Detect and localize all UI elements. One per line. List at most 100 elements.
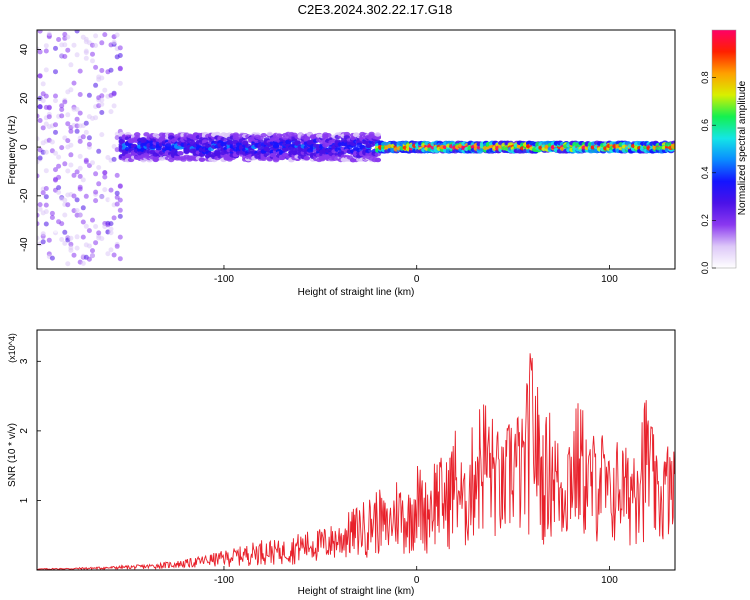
spectrogram-cell	[62, 240, 68, 246]
colorbar-ticks: 0.0 0.2 0.4 0.6 0.8	[700, 71, 716, 274]
spectrogram-cell	[111, 252, 117, 258]
spectrogram-cell	[266, 131, 273, 137]
spectrogram-cell	[65, 261, 71, 267]
spectrogram-cell	[77, 173, 83, 179]
spectrogram-cell	[59, 113, 65, 119]
spectrogram-cell	[93, 240, 99, 246]
spectrogram-cell	[59, 103, 65, 109]
spectrogram-x-ticks: -100 0 100	[214, 265, 618, 285]
spectrogram-cell	[108, 221, 114, 227]
spectrogram-cell	[349, 135, 357, 141]
spectrogram-cell	[117, 80, 123, 86]
spectrogram-cell	[56, 185, 62, 191]
snr-plot-area	[37, 330, 675, 570]
spectrogram-cell	[90, 160, 95, 166]
spectrogram-cell	[59, 237, 65, 242]
spectrogram-cell	[53, 167, 58, 173]
spectrogram-cell	[53, 150, 58, 156]
colorbar: 0.0 0.2 0.4 0.6 0.8 Normalized spectral ampl…	[700, 29, 748, 274]
spectrogram-cell	[62, 54, 68, 59]
colorbar-tick-label: 0.4	[700, 167, 710, 180]
spectrogram-cell	[303, 156, 310, 161]
spectrogram-cell	[214, 131, 221, 137]
spectrogram-cell	[68, 142, 74, 148]
spectrogram-cell	[74, 245, 80, 251]
spectrogram-cell	[102, 174, 108, 180]
spectrogram-cell	[86, 141, 92, 147]
spectrogram-cell	[99, 68, 105, 73]
spectrogram-cell	[65, 47, 71, 53]
spectrogram-cell	[90, 248, 95, 254]
spectrogram-cell	[117, 53, 123, 58]
spectrogram-cell	[117, 207, 123, 213]
spectrogram-cell	[68, 235, 74, 241]
spectrogram-cell	[53, 129, 58, 135]
spectrogram-cell	[74, 106, 80, 112]
spectrogram-cell	[43, 43, 49, 49]
spectrogram-panel: -100 0 100 -40 -20 0 20 40 Height of straight …	[7, 29, 676, 298]
spectrogram-cell	[46, 31, 52, 37]
spectrogram-cell	[62, 229, 68, 235]
spectrogram-cell	[37, 221, 40, 227]
spectrogram-cell	[59, 145, 65, 151]
spectrogram-cell	[62, 161, 68, 167]
spectrogram-cell	[37, 212, 40, 218]
spectrogram-cell	[99, 97, 105, 103]
spectrogram-cell	[65, 168, 71, 174]
spectrogram-cell	[62, 197, 68, 203]
spectrogram-cell	[294, 140, 301, 145]
spectrogram-cell	[99, 30, 105, 34]
spectrogram-cell	[96, 181, 102, 187]
spectrogram-cell	[74, 116, 80, 122]
spectrogram-cell	[117, 213, 123, 219]
colorbar-gradient	[712, 30, 736, 268]
spectrogram-cell	[108, 109, 114, 115]
spectrogram-cell	[77, 212, 83, 218]
spectrogram-cell	[102, 32, 108, 38]
spectrogram-cell	[111, 39, 117, 45]
spectrogram-cell	[83, 193, 89, 199]
spectrogram-x-tick-label: -100	[214, 274, 234, 285]
spectrogram-cell	[37, 163, 40, 169]
spectrogram-cell	[99, 236, 105, 242]
spectrogram-cell	[83, 223, 89, 229]
spectrogram-cell	[43, 168, 49, 174]
spectrogram-cell	[80, 260, 86, 266]
spectrogram-cell	[86, 256, 92, 262]
spectrogram-cell	[65, 138, 71, 144]
spectrogram-cell	[68, 152, 74, 158]
spectrogram-cell	[77, 153, 83, 159]
spectrogram-cell	[114, 190, 120, 196]
spectrogram-cell	[53, 93, 58, 99]
spectrogram-cell	[68, 62, 74, 68]
spectrogram-cell	[40, 125, 46, 131]
spectrogram-cell	[71, 193, 77, 199]
spectrogram-cell	[102, 187, 108, 193]
spectrogram-cell	[117, 197, 123, 203]
spectrogram-cell	[71, 42, 77, 48]
spectrogram-cell	[40, 81, 46, 87]
spectrogram-cell	[56, 163, 62, 169]
spectrogram-cell	[37, 104, 43, 110]
spectrogram-cell	[93, 82, 99, 88]
spectrogram-cell	[96, 230, 102, 236]
spectrogram-cell	[77, 110, 83, 116]
spectrogram-cell	[117, 183, 123, 189]
spectrogram-cell	[74, 234, 80, 240]
snr-x-tick-label: -100	[214, 575, 234, 586]
colorbar-label: Normalized spectral amplitude	[737, 80, 748, 215]
spectrogram-cell	[108, 48, 114, 53]
spectrogram-cell	[49, 139, 55, 145]
spectrogram-cell	[102, 87, 108, 93]
spectrogram-cell	[325, 133, 332, 138]
spectrogram-cell	[65, 121, 71, 127]
spectrogram-cell	[93, 64, 99, 70]
spectrogram-cell	[99, 75, 105, 81]
spectrogram-cell	[68, 245, 74, 251]
snr-x-axis-label: Height of straight line (km)	[298, 586, 415, 597]
spectrogram-cell	[108, 247, 114, 253]
spectrogram-x-axis-label: Height of straight line (km)	[298, 287, 415, 298]
spectrogram-cell	[671, 144, 675, 149]
spectrogram-cell	[134, 132, 141, 137]
snr-x-tick-label: 100	[601, 575, 618, 586]
